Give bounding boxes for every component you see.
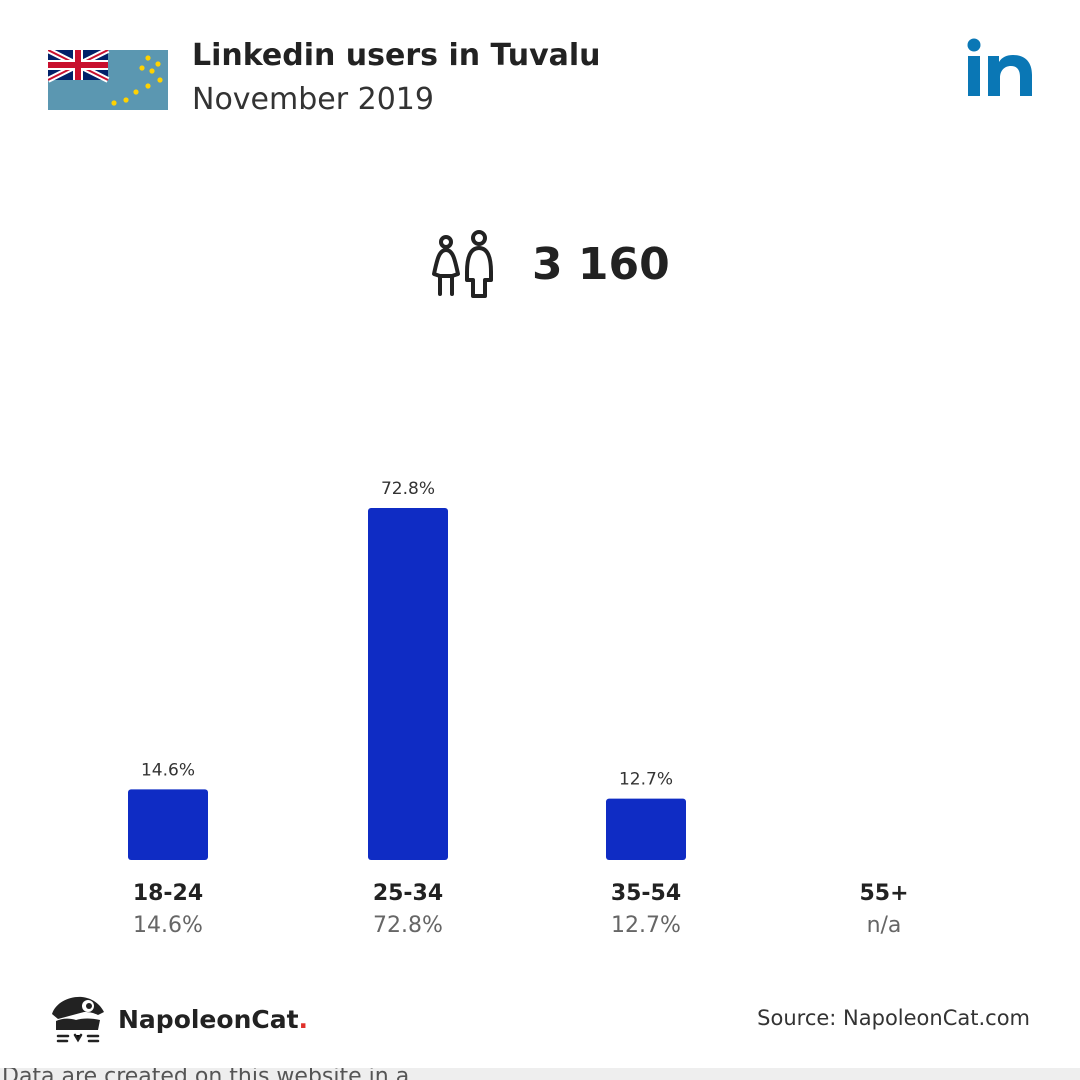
linkedin-logo-icon bbox=[967, 38, 1032, 96]
data-label-35-54: 12.7% bbox=[619, 770, 673, 790]
value-label-18-24: 14.6% bbox=[133, 913, 203, 938]
source-text: Source: NapoleonCat.com bbox=[757, 1006, 1030, 1030]
bottom-band: Data are created on this website in a...… bbox=[0, 1068, 1080, 1080]
category-label-35-54: 35-54 bbox=[611, 881, 681, 906]
tuvalu-flag-icon bbox=[48, 50, 168, 110]
bar-35-54 bbox=[606, 798, 686, 860]
page-title: Linkedin users in Tuvalu bbox=[192, 38, 601, 73]
data-label-18-24: 14.6% bbox=[141, 760, 195, 780]
category-label-18-24: 18-24 bbox=[133, 881, 203, 906]
napoleoncat-logo-icon bbox=[52, 996, 104, 1043]
brand-name: NapoleonCat. bbox=[118, 1004, 309, 1034]
people-icon bbox=[432, 230, 493, 298]
napoleoncat-logo: NapoleonCat. bbox=[48, 994, 308, 1044]
total-users-value: 3 160 bbox=[532, 238, 670, 290]
data-label-25-34: 72.8% bbox=[381, 479, 435, 499]
bottom-band-text: Data are created on this website in a...… bbox=[2, 1068, 444, 1080]
bar-25-34 bbox=[368, 508, 448, 860]
total-users-stat: 3 160 bbox=[428, 228, 670, 300]
category-label-55+: 55+ bbox=[859, 881, 908, 906]
value-label-35-54: 12.7% bbox=[611, 913, 681, 938]
age-bar-chart: 14.6% 18-24 14.6% 72.8% 25-34 72.8% 12.7% 35-54… bbox=[128, 479, 909, 938]
category-label-25-34: 25-34 bbox=[373, 881, 443, 906]
bar-18-24 bbox=[128, 789, 208, 860]
value-label-25-34: 72.8% bbox=[373, 913, 443, 938]
page-subtitle: November 2019 bbox=[192, 82, 434, 117]
value-label-55+: n/a bbox=[867, 913, 902, 938]
